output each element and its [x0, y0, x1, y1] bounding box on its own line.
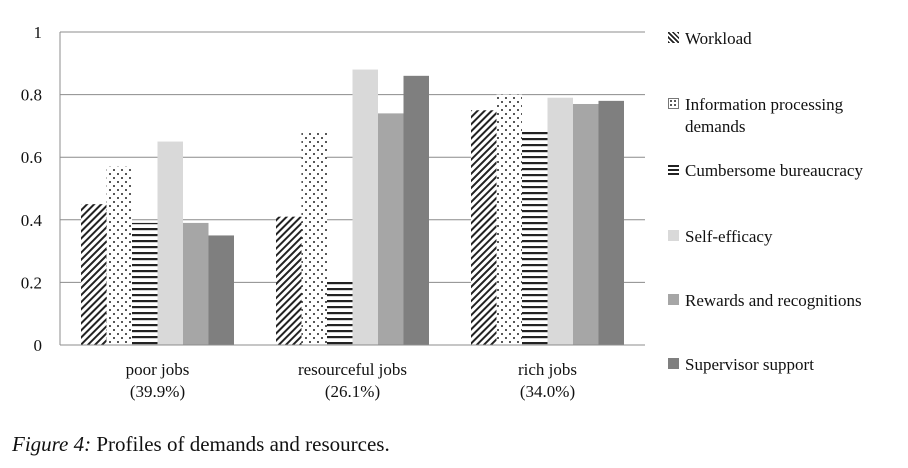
- x-tick-labels: poor jobs (39.9%) resourceful jobs (26.1%) r…: [126, 360, 577, 401]
- bars: [81, 69, 624, 346]
- bar-self-efficacy: [352, 69, 378, 345]
- bar-self-efficacy: [157, 141, 183, 345]
- y-tick-label: 0.8: [21, 86, 42, 105]
- x-tick-label: (34.0%): [520, 382, 575, 401]
- legend-item: Self-efficacy: [668, 226, 900, 248]
- x-tick-label: (39.9%): [130, 382, 185, 401]
- legend: Workload Information processing demands Cu…: [668, 0, 908, 400]
- bar-information-processing-demands: [301, 132, 327, 345]
- bar-cumbersome-bureaucracy: [132, 222, 158, 345]
- y-tick-label: 1: [34, 23, 43, 42]
- axes: [59, 32, 645, 346]
- legend-item: Workload: [668, 28, 900, 50]
- caption-label: Figure 4:: [12, 432, 92, 456]
- y-tick-label: 0.6: [21, 148, 42, 167]
- bar-supervisor-support: [403, 75, 429, 345]
- legend-label: Self-efficacy: [685, 227, 773, 246]
- bar-workload: [276, 216, 302, 345]
- bar-chart: 0 0.2 0.4 0.6 0.8 1 poor jobs (39.9%) resourcef…: [21, 23, 645, 401]
- bar-rewards-and-recognitions: [378, 113, 404, 345]
- legend-swatch: [668, 230, 679, 241]
- bar-information-processing-demands: [496, 94, 522, 345]
- y-tick-label: 0.2: [21, 273, 42, 292]
- bar-cumbersome-bureaucracy: [327, 279, 353, 345]
- legend-swatch: [668, 358, 679, 369]
- bar-information-processing-demands: [106, 166, 132, 345]
- legend-item: Information processing demands: [668, 94, 900, 138]
- bar-workload: [81, 204, 107, 345]
- x-tick-label: resourceful jobs: [298, 360, 407, 379]
- x-tick-label: (26.1%): [325, 382, 380, 401]
- y-tick-labels: 0 0.2 0.4 0.6 0.8 1: [21, 23, 43, 355]
- bar-rewards-and-recognitions: [183, 222, 209, 345]
- caption-text: Profiles of demands and resources.: [91, 432, 390, 456]
- bar-workload: [471, 110, 497, 345]
- bar-cumbersome-bureaucracy: [522, 129, 548, 345]
- legend-swatch: [668, 32, 679, 43]
- figure-caption: Figure 4: Profiles of demands and resour…: [12, 432, 390, 457]
- x-tick-label: rich jobs: [518, 360, 577, 379]
- y-tick-label: 0.4: [21, 211, 43, 230]
- legend-label: Information processing demands: [685, 95, 844, 136]
- legend-swatch: [668, 164, 679, 175]
- legend-swatch: [668, 294, 679, 305]
- legend-item: Cumbersome bureaucracy: [668, 160, 900, 182]
- legend-swatch: [668, 98, 679, 109]
- legend-label: Rewards and recognitions: [685, 291, 862, 310]
- y-tick-label: 0: [34, 336, 43, 355]
- x-tick-label: poor jobs: [126, 360, 190, 379]
- legend-label: Cumbersome bureaucracy: [685, 161, 863, 180]
- bar-supervisor-support: [598, 100, 624, 345]
- bar-self-efficacy: [547, 97, 573, 345]
- legend-label: Workload: [685, 29, 752, 48]
- legend-item: Rewards and recognitions: [668, 290, 900, 312]
- bar-supervisor-support: [208, 235, 234, 345]
- bar-rewards-and-recognitions: [573, 103, 599, 346]
- legend-label: Supervisor support: [685, 355, 814, 374]
- legend-item: Supervisor support: [668, 354, 900, 376]
